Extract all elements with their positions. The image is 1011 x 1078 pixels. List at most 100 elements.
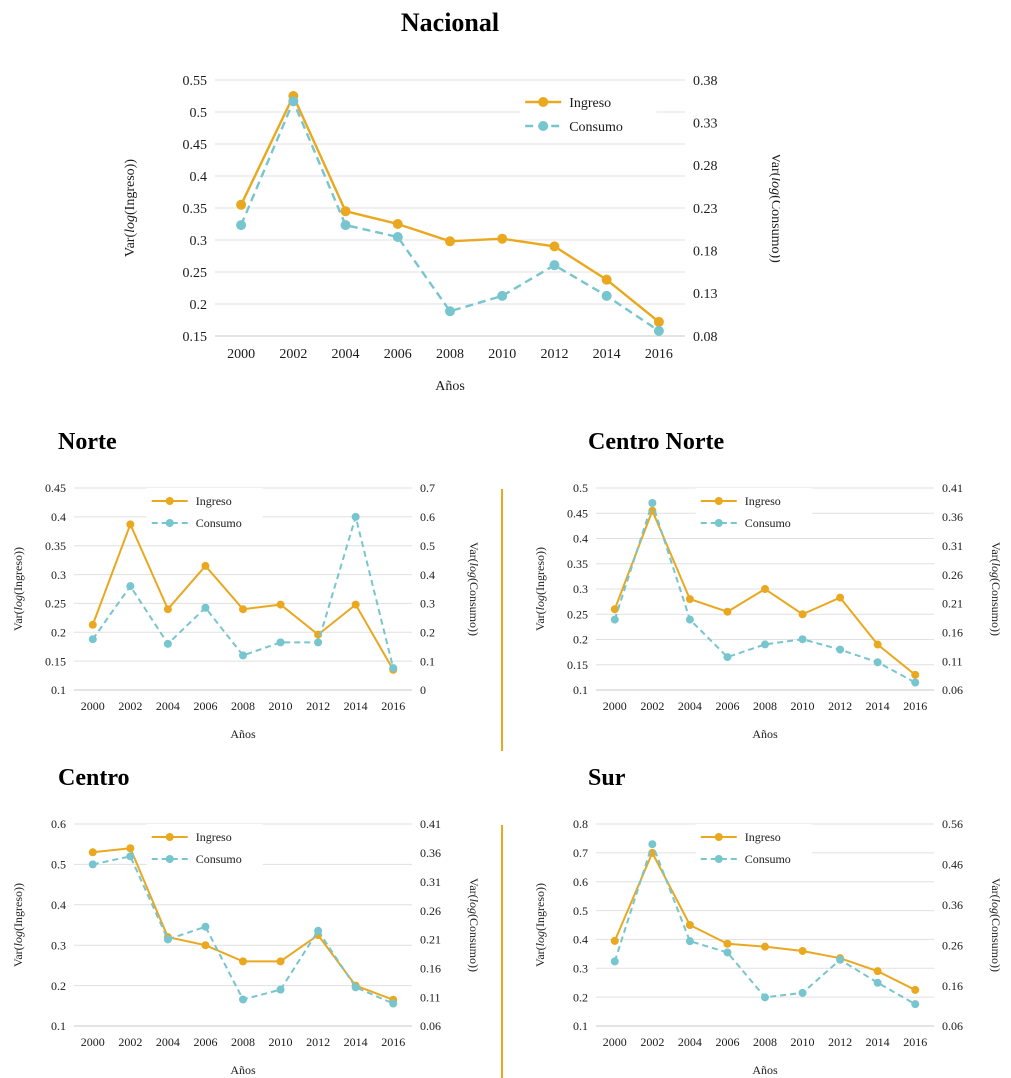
- chart-sur: 0.1 0.2 0.3 0.4 0.5 0.6 0.7 0.8 0.06 0.16 0.26 0.36…: [530, 804, 1003, 1078]
- series-marker-ingreso: [761, 942, 769, 951]
- x-tick-label: 2002: [640, 1035, 664, 1049]
- left-tick-label: 0.45: [183, 138, 208, 153]
- series-marker-consumo: [389, 999, 398, 1008]
- right-tick-label: 0.31: [420, 875, 441, 889]
- x-tick-label: 2004: [156, 1035, 180, 1049]
- legend-label-consumo: Consumo: [196, 516, 242, 530]
- series-marker-consumo: [873, 658, 882, 667]
- right-tick-label: 0.18: [693, 245, 718, 260]
- legend-label-consumo: Consumo: [745, 852, 791, 866]
- right-tick-label: 0.46: [942, 858, 963, 872]
- series-marker-ingreso: [798, 946, 807, 955]
- x-tick-label: 2010: [791, 699, 815, 713]
- right-tick-label: 0.26: [420, 904, 441, 918]
- chart-nacional: 0.15 0.2 0.25 0.3 0.35 0.4 0.45 0.5 0.55 0.08 0.13…: [120, 48, 1011, 403]
- left-tick-label: 0.2: [51, 979, 66, 993]
- series-marker-ingreso: [798, 610, 807, 619]
- x-tick-label: 2014: [344, 699, 368, 713]
- chart-title-sur: Sur: [588, 765, 626, 791]
- legend-label-consumo: Consumo: [196, 852, 242, 866]
- chart-title-nacional: Nacional: [400, 8, 500, 37]
- series-marker-ingreso: [549, 241, 560, 252]
- series-marker-ingreso: [610, 605, 619, 614]
- series-marker-consumo: [723, 653, 732, 662]
- axis-label-left: Var(log(Ingreso)): [533, 547, 547, 631]
- legend-marker-ingreso: [714, 833, 723, 841]
- series-marker-ingreso: [88, 620, 97, 629]
- axis-label-left: Var(log(Ingreso)): [11, 883, 25, 967]
- legend-label-ingreso: Ingreso: [196, 830, 232, 844]
- x-tick-label: 2016: [903, 699, 927, 713]
- series-marker-ingreso: [653, 316, 664, 327]
- divider-line-middle: [501, 489, 503, 751]
- series-marker-consumo: [873, 978, 882, 987]
- right-tick-label: 0.11: [942, 654, 963, 668]
- series-marker-consumo: [836, 645, 845, 654]
- series-marker-consumo: [288, 96, 299, 107]
- series-line-consumo: [92, 855, 394, 1005]
- right-tick-label: 0.2: [420, 625, 435, 639]
- series-marker-ingreso: [723, 939, 732, 948]
- series-marker-ingreso: [497, 233, 508, 244]
- right-tick-label: 0.16: [942, 979, 963, 993]
- x-tick-label: 2002: [279, 347, 307, 362]
- x-tick-label: 2016: [645, 347, 673, 362]
- x-tick-label: 2002: [118, 1035, 142, 1049]
- left-tick-label: 0.35: [183, 202, 208, 217]
- left-tick-label: 0.2: [573, 990, 588, 1004]
- series-marker-ingreso: [126, 520, 135, 529]
- left-tick-label: 0.45: [567, 506, 588, 520]
- legend-label-consumo: Consumo: [569, 120, 623, 135]
- series-marker-consumo: [911, 678, 920, 687]
- series-marker-consumo: [88, 860, 97, 869]
- series-marker-ingreso: [723, 607, 732, 616]
- legend-marker-consumo: [714, 855, 723, 863]
- x-tick-label: 2002: [118, 699, 142, 713]
- series-marker-consumo: [389, 664, 398, 673]
- x-tick-label: 2004: [678, 1035, 702, 1049]
- series-marker-ingreso: [911, 985, 920, 994]
- left-tick-label: 0.3: [573, 961, 588, 975]
- series-marker-consumo: [549, 260, 560, 271]
- right-tick-label: 0.06: [942, 1019, 963, 1033]
- legend-marker-consumo: [714, 519, 723, 527]
- x-axis-title: Años: [752, 1063, 778, 1077]
- left-tick-label: 0.4: [573, 532, 588, 546]
- x-axis-title: Años: [230, 727, 256, 741]
- series-marker-consumo: [610, 615, 619, 624]
- left-tick-label: 0.55: [183, 74, 208, 89]
- left-tick-label: 0.25: [45, 597, 66, 611]
- chart-svg-sur: 0.1 0.2 0.3 0.4 0.5 0.6 0.7 0.8 0.06 0.16 0.26 0.36…: [533, 817, 1003, 1077]
- legend-label-ingreso: Ingreso: [569, 96, 611, 111]
- series-marker-ingreso: [761, 585, 769, 593]
- right-tick-label: 0.06: [942, 683, 963, 697]
- series-marker-consumo: [201, 922, 210, 931]
- x-tick-label: 2016: [381, 699, 405, 713]
- series-marker-ingreso: [201, 941, 210, 950]
- series-marker-consumo: [201, 603, 210, 612]
- x-tick-label: 2008: [231, 699, 255, 713]
- divider-line-bottom: [501, 825, 503, 1078]
- right-tick-label: 0.28: [693, 159, 718, 174]
- right-tick-label: 0.41: [420, 817, 441, 831]
- legend-label-consumo: Consumo: [745, 516, 791, 530]
- legend-label-ingreso: Ingreso: [745, 830, 781, 844]
- series-marker-consumo: [685, 937, 694, 946]
- left-tick-label: 0.2: [190, 298, 208, 313]
- left-tick-label: 0.6: [51, 817, 66, 831]
- x-axis-title: Años: [752, 727, 778, 741]
- right-tick-label: 0.26: [942, 568, 963, 582]
- x-tick-label: 2004: [678, 699, 702, 713]
- series-marker-ingreso: [873, 967, 882, 976]
- left-tick-label: 0.6: [573, 875, 588, 889]
- axis-label-right: Var(log(Consumo)): [989, 542, 1000, 636]
- legend-marker-ingreso: [165, 833, 174, 841]
- x-tick-label: 2012: [828, 1035, 852, 1049]
- axis-label-left: Var(log(Ingreso)): [123, 159, 138, 257]
- left-tick-label: 0.4: [51, 898, 66, 912]
- chart-norte: 0.1 0.15 0.2 0.25 0.3 0.35 0.4 0.45 0 0.1 0.2 0.3 0.…: [8, 468, 500, 751]
- x-axis-title: Años: [230, 1063, 256, 1077]
- series-marker-ingreso: [239, 957, 247, 966]
- cell-norte: Norte 0.1 0.15 0.2 0.25 0.3 0.35 0.4 0.45 0 0.1 0.…: [0, 429, 500, 751]
- cell-centro: Centro 0.1 0.2 0.3 0.4 0.5 0.6 0.06 0.11 0.16 0.2…: [0, 765, 500, 1078]
